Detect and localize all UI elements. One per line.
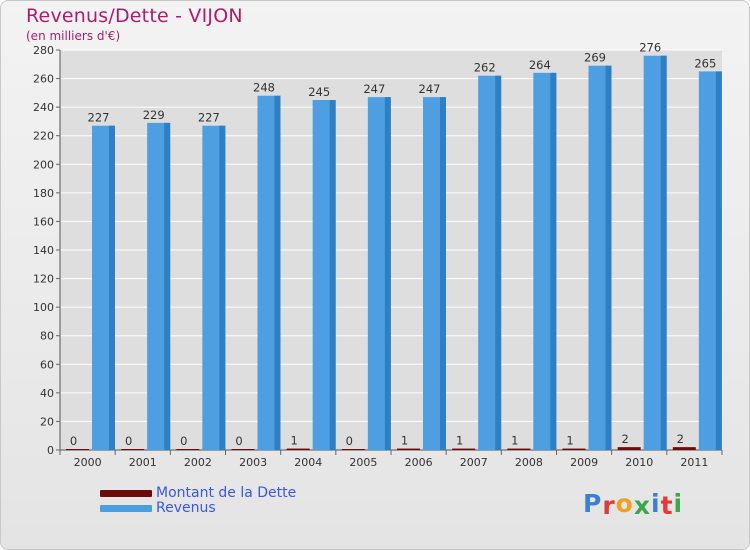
data-label-revenus: 247: [363, 82, 385, 96]
data-label-revenus: 265: [694, 56, 716, 70]
data-label-revenus: 262: [474, 61, 496, 75]
data-label-dette: 0: [125, 434, 132, 448]
x-tick-label: 2005: [349, 456, 377, 469]
bar-dette: [562, 448, 586, 450]
bar-revenus-shade: [274, 95, 281, 450]
y-tick-label: 280: [33, 44, 54, 57]
x-tick-label: 2006: [405, 456, 433, 469]
x-tick-label: 2008: [515, 456, 543, 469]
x-tick-label: 2001: [129, 456, 157, 469]
legend-swatch-dette: [100, 490, 152, 497]
data-label-revenus: 227: [198, 111, 220, 125]
data-label-revenus: 227: [88, 111, 110, 125]
y-tick-label: 220: [33, 130, 54, 143]
chart-subtitle: (en milliers d'€): [26, 29, 121, 43]
y-tick-label: 20: [40, 415, 54, 428]
data-label-dette: 2: [622, 432, 629, 446]
y-tick-label: 0: [47, 444, 54, 457]
logo-letter: i: [651, 489, 661, 518]
bar-revenus-shade: [384, 97, 391, 451]
proxiti-logo: Proxiti: [583, 489, 684, 520]
x-tick-label: 2003: [239, 456, 267, 469]
data-label-revenus: 245: [308, 85, 330, 99]
data-label-dette: 1: [566, 434, 573, 448]
bar-revenus-shade: [329, 100, 336, 450]
y-tick-label: 180: [33, 187, 54, 200]
y-tick-label: 120: [33, 273, 54, 286]
data-label-revenus: 248: [253, 81, 275, 95]
data-label-revenus: 247: [419, 82, 441, 96]
legend-label-dette: Montant de la Dette: [156, 485, 297, 501]
x-tick-label: 2009: [570, 456, 598, 469]
y-tick-label: 260: [33, 73, 54, 86]
data-label-dette: 0: [180, 434, 187, 448]
bar-dette: [507, 448, 531, 450]
data-label-dette: 0: [346, 434, 353, 448]
bar-dette: [176, 449, 200, 450]
logo-letter: o: [615, 489, 634, 518]
bar-dette: [617, 447, 641, 450]
bar-dette: [452, 448, 476, 450]
bar-revenus-shade: [550, 72, 557, 450]
data-label-dette: 0: [235, 434, 242, 448]
data-label-dette: 1: [511, 434, 518, 448]
y-tick-label: 160: [33, 215, 54, 228]
y-tick-label: 200: [33, 158, 54, 171]
bar-revenus-shade: [164, 122, 171, 450]
data-label-dette: 1: [401, 434, 408, 448]
bar-revenus-shade: [605, 65, 612, 450]
bar-dette: [397, 448, 420, 450]
bar-revenus-shade: [109, 125, 115, 450]
logo-letter: t: [660, 491, 674, 520]
data-label-revenus: 229: [143, 108, 165, 122]
data-label-dette: 2: [677, 432, 684, 446]
y-tick-label: 100: [33, 301, 54, 314]
bar-dette: [286, 448, 310, 450]
x-tick-label: 2004: [294, 456, 322, 469]
data-label-dette: 1: [456, 434, 463, 448]
data-label-dette: 0: [70, 434, 77, 448]
legend-label-revenus: Revenus: [156, 500, 216, 516]
x-tick-label: 2000: [74, 456, 102, 469]
bar-dette: [66, 449, 89, 450]
x-tick-label: 2007: [460, 456, 488, 469]
x-tick-label: 2011: [680, 456, 708, 469]
bar-dette: [231, 449, 255, 450]
y-tick-label: 140: [33, 244, 54, 257]
chart-title: Revenus/Dette - VIJON: [26, 5, 243, 27]
data-label-dette: 1: [291, 434, 298, 448]
y-tick-label: 80: [40, 330, 54, 343]
bar-revenus-shade: [440, 97, 446, 451]
logo-letter: P: [583, 489, 603, 518]
y-tick-label: 240: [33, 101, 54, 114]
bar-dette: [121, 449, 145, 450]
logo-letter: x: [633, 491, 651, 520]
bar-dette: [341, 449, 365, 450]
bar-revenus-shade: [715, 71, 722, 450]
x-tick-label: 2002: [184, 456, 212, 469]
x-tick-label: 2010: [625, 456, 653, 469]
data-label-revenus: 264: [529, 58, 551, 72]
bar-revenus-shade: [660, 55, 667, 450]
data-label-revenus: 276: [639, 41, 661, 55]
logo-letter: r: [602, 491, 616, 520]
logo-letter: i: [673, 489, 684, 518]
legend-swatch-revenus: [100, 505, 152, 512]
y-tick-label: 60: [40, 358, 54, 371]
bar-revenus-shade: [219, 125, 226, 450]
y-tick-label: 40: [40, 387, 54, 400]
data-label-revenus: 269: [584, 51, 606, 65]
bar-revenus-shade: [495, 75, 502, 450]
bar-dette: [672, 447, 696, 450]
